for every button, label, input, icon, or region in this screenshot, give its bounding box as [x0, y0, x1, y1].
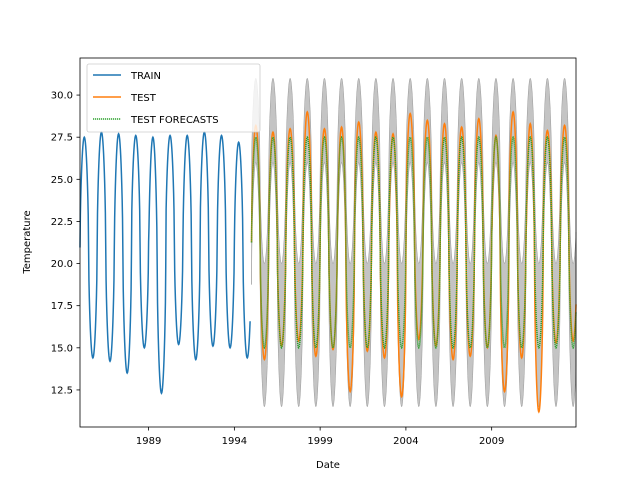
x-tick-label: 1999 [307, 436, 332, 447]
y-axis: 12.5 15.0 17.5 20.0 22.5 25.0 27.5 30.0 [51, 91, 80, 396]
legend-box [86, 63, 261, 133]
y-tick-label: 30.0 [51, 91, 73, 102]
y-tick-label: 27.5 [51, 133, 73, 144]
series-line-test-forecasts [250, 135, 577, 350]
legend-label-test-forecasts: TEST FORECASTS [130, 115, 219, 126]
legend-label-train: TRAIN [130, 71, 161, 82]
plot-frame [79, 57, 577, 428]
x-tick-label: 1989 [136, 436, 161, 447]
x-axis: 1989 1994 1999 2004 2009 [136, 427, 504, 447]
y-tick-label: 12.5 [51, 385, 73, 396]
x-axis-title: Date [316, 460, 340, 471]
series-layer [79, 110, 577, 414]
x-tick-label: 1994 [222, 436, 247, 447]
y-axis-title: Temperature [22, 210, 33, 274]
legend: TRAIN TEST TEST FORECASTS [86, 63, 261, 133]
y-tick-label: 17.5 [51, 301, 73, 312]
x-tick-label: 2009 [479, 436, 504, 447]
y-tick-label: 22.5 [51, 217, 73, 228]
y-tick-label: 20.0 [51, 259, 73, 270]
legend-label-test: TEST [130, 93, 157, 104]
y-tick-label: 25.0 [51, 175, 73, 186]
x-tick-label: 2004 [393, 436, 418, 447]
series-line-train [79, 130, 251, 395]
y-tick-label: 15.0 [51, 343, 73, 354]
